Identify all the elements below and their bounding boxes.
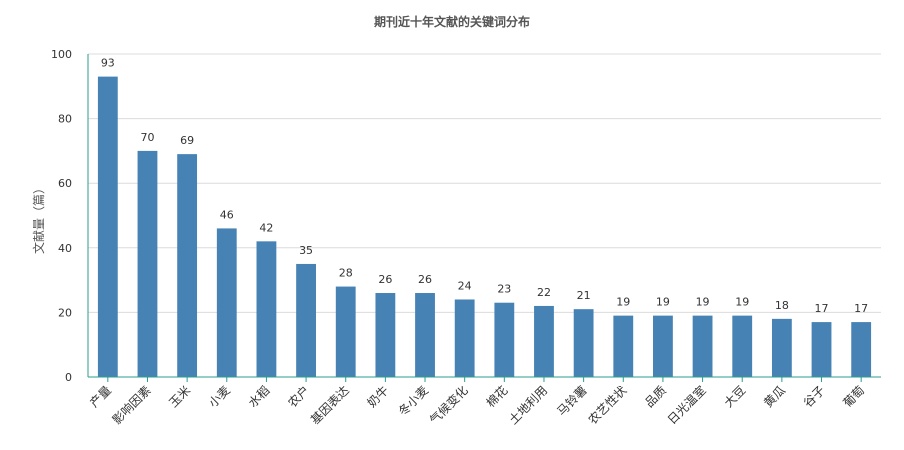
data-label: 93: [101, 57, 115, 70]
bar[interactable]: [415, 293, 435, 377]
x-tick-label: 水稻: [246, 383, 273, 410]
bar[interactable]: [335, 286, 356, 377]
data-label: 19: [735, 296, 749, 309]
x-tick-label: 黄瓜: [761, 383, 788, 410]
x-tick-label: 土地利用: [506, 383, 550, 427]
bar[interactable]: [771, 318, 792, 377]
y-axis-ticks: 0 20 40 60 80 100: [51, 48, 72, 384]
data-label: 24: [458, 279, 472, 292]
data-label: 26: [378, 273, 392, 286]
data-label: 17: [815, 302, 829, 315]
data-label: 19: [616, 296, 630, 309]
bar[interactable]: [732, 315, 753, 377]
bar[interactable]: [137, 150, 158, 377]
data-label: 69: [180, 134, 194, 147]
x-tick-label: 马铃薯: [554, 383, 590, 419]
y-axis-label: 文献量（篇）: [31, 182, 46, 254]
y-tick-label: 20: [58, 306, 72, 319]
data-label: 70: [140, 131, 154, 144]
bar[interactable]: [811, 322, 832, 377]
y-tick-label: 80: [58, 113, 72, 126]
data-label: 23: [497, 283, 511, 296]
bar[interactable]: [216, 228, 237, 377]
x-tick-label: 日光温室: [664, 383, 709, 428]
x-tick-label: 大豆: [721, 383, 748, 410]
x-tick-label: 小麦: [206, 383, 233, 410]
data-label: 21: [577, 289, 591, 302]
x-tick-label: 奶牛: [364, 383, 392, 411]
y-tick-label: 100: [51, 48, 72, 61]
x-tick-label: 影响因素: [109, 383, 154, 428]
chart-title: 期刊近十年文献的关键词分布: [374, 14, 530, 29]
data-label: 17: [854, 302, 868, 315]
data-label: 18: [775, 299, 789, 312]
x-tick-label: 品质: [642, 383, 669, 410]
bar[interactable]: [613, 315, 634, 377]
bar[interactable]: [573, 309, 594, 377]
data-label: 42: [259, 221, 273, 234]
data-label: 28: [339, 267, 353, 280]
y-tick-label: 40: [58, 242, 72, 255]
data-labels: 93 70 69 46 42 35 28 26 26 24 23 22 21 19 19 19 19 18 17 17: [101, 57, 868, 315]
data-label: 19: [656, 296, 670, 309]
bar[interactable]: [97, 76, 118, 378]
bar[interactable]: [851, 322, 872, 377]
x-tick-label: 冬小麦: [395, 383, 431, 419]
bar[interactable]: [653, 315, 673, 377]
data-label: 22: [537, 286, 551, 299]
data-label: 26: [418, 273, 432, 286]
x-tick-label: 产量: [87, 383, 114, 410]
bar[interactable]: [534, 305, 554, 377]
y-tick-label: 0: [65, 371, 72, 384]
bar[interactable]: [494, 302, 515, 377]
bar[interactable]: [177, 154, 198, 377]
data-label: 35: [299, 244, 313, 257]
x-tick-label: 农户: [285, 383, 313, 411]
x-tick-label: 葡萄: [840, 383, 867, 410]
grid-lines: [88, 53, 881, 313]
y-tick-label: 60: [58, 177, 72, 190]
bar[interactable]: [375, 293, 396, 377]
bar[interactable]: [256, 241, 277, 377]
x-tick-label: 气候变化: [426, 383, 471, 428]
bar[interactable]: [296, 263, 316, 377]
bar[interactable]: [692, 315, 713, 377]
x-tick-label: 玉米: [166, 383, 193, 410]
x-tick-label: 棉花: [483, 383, 511, 411]
x-tick-label: 谷子: [801, 383, 828, 410]
data-label: 46: [220, 208, 234, 221]
bar[interactable]: [454, 299, 475, 377]
data-label: 19: [696, 296, 710, 309]
x-tick-label: 基因表达: [308, 383, 352, 427]
bars: [97, 76, 872, 378]
x-tick-label: 农艺性状: [586, 383, 630, 427]
